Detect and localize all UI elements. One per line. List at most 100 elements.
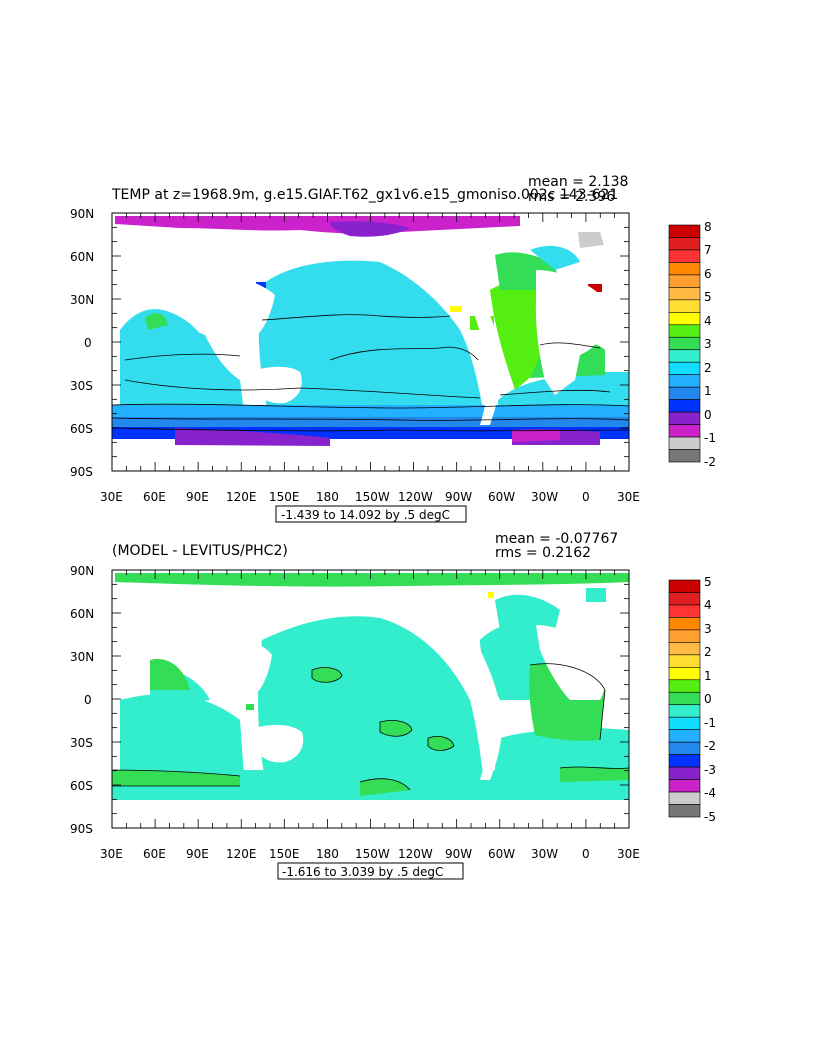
bottom-ytick: 30S [70,736,93,750]
colorbar-swatch [668,654,701,668]
top-band-2 [112,417,629,427]
top-contours [111,314,630,432]
top-xtick: 30E [617,490,640,504]
bottom-xtick: 150E [269,847,300,861]
bottom-ytick: 90N [70,564,94,578]
colorbar-swatch [668,287,701,301]
colorbar-swatch [668,249,701,263]
top-ytick: 90N [70,207,94,221]
top-ocean-indian-north [120,309,207,360]
top-xtick: 30E [100,490,123,504]
bottom-mean-label: mean = -0.07767 [495,531,618,547]
bottom-contours [111,663,630,791]
bottom-rms-label: rms = 0.2162 [495,545,591,561]
bottom-xtick: 90E [186,847,209,861]
colorbar-swatch [668,224,701,238]
top-xtick: 180 [316,490,339,504]
bottom-ytick: 60N [70,607,94,621]
top-cb-label: -2 [704,455,716,469]
top-ocean-pacific [258,260,485,425]
bottom-xtick: 60E [143,847,166,861]
top-contour-info: -1.439 to 14.092 by .5 degC [281,508,450,522]
colorbar-swatch [668,716,701,730]
bottom-pacific-green-3 [428,736,454,751]
colorbar-swatch [668,449,701,463]
top-rms-label: rms = 2.396 [528,189,615,205]
bottom-xtick: 90W [445,847,472,861]
top-map [111,212,630,472]
bottom-ytick: 30N [70,650,94,664]
top-axis: 90N 60N 30N 0 30S 60S 90S 30E 60E 90E 12… [70,207,640,523]
top-red-patch [588,284,602,292]
top-ytick: 30N [70,293,94,307]
colorbar-swatch [668,262,701,276]
top-cb-label: 0 [704,408,712,422]
colorbar-swatch [668,424,701,438]
top-xtick: 30W [531,490,558,504]
bottom-xtick: 120E [226,847,257,861]
colorbar-swatch [668,604,701,618]
colorbar-swatch [668,274,701,288]
colorbar-swatch [668,312,701,326]
top-xtick: 150W [355,490,390,504]
bottom-ytick: 60S [70,779,93,793]
top-band-1 [112,405,629,417]
bottom-title: (MODEL - LEVITUS/PHC2) [112,543,288,559]
colorbar-swatch [668,766,701,780]
top-land-americas [460,278,502,425]
colorbar-swatch [668,741,701,755]
top-xtick: 150E [269,490,300,504]
bottom-cb-label: -2 [704,739,716,753]
top-xtick: 90W [445,490,472,504]
top-arctic-purple [330,221,410,237]
top-ytick: 60S [70,422,93,436]
bottom-land-americas [460,640,502,780]
bottom-xtick: 30E [617,847,640,861]
top-arctic [115,216,520,234]
top-cb-label: 6 [704,267,712,281]
top-cb-label: 4 [704,314,712,328]
top-land-africa [535,270,607,395]
bottom-contour-info: -1.616 to 3.039 by .5 degC [282,865,443,879]
colorbar-swatch [668,617,701,631]
top-cb-label: 3 [704,337,712,351]
colorbar-swatch [668,374,701,388]
bottom-land-asia [200,635,272,705]
bottom-southern-green-2 [360,778,410,796]
top-cb-label: 2 [704,361,712,375]
colorbar-swatch [668,436,701,450]
bottom-pacific-green-2 [380,720,412,737]
bottom-colorbar [668,579,701,818]
top-cb-label: -1 [704,431,716,445]
bottom-patch [586,588,606,602]
top-antarctic-magenta [512,430,560,442]
top-land-asia [200,277,275,345]
bottom-ytick: 90S [70,822,93,836]
colorbar-swatch [668,754,701,768]
top-blue-patch [256,282,266,288]
bottom-map [111,569,630,829]
colorbar-swatch [668,336,701,351]
top-xtick: 60E [143,490,166,504]
top-xtick: 0 [582,490,590,504]
top-xtick: 60W [488,490,515,504]
bottom-land-australia [250,724,304,763]
bottom-southern-green-3 [560,767,629,782]
top-ytick: 0 [84,336,92,350]
colorbar-swatch [668,592,701,606]
bottom-cb-label: 4 [704,598,712,612]
top-yellow-patch [450,306,462,312]
bottom-land-africa [536,625,607,700]
top-title: TEMP at z=1968.9m, g.e15.GIAF.T62_gx1v6.… [111,187,618,203]
colorbar-swatch [668,324,701,338]
colorbar-swatch [668,299,701,313]
bottom-ocean-indian [120,694,245,790]
bottom-southern-green-1 [112,770,240,786]
colorbar-swatch [668,667,701,681]
bottom-panel: mean = -0.07767 rms = 0.2162 (MODEL - LE… [70,531,716,880]
top-antarctic-purple-west [175,428,330,446]
top-ocean-greenland [530,245,580,270]
colorbar-swatch [668,779,701,793]
top-ytick: 90S [70,465,93,479]
